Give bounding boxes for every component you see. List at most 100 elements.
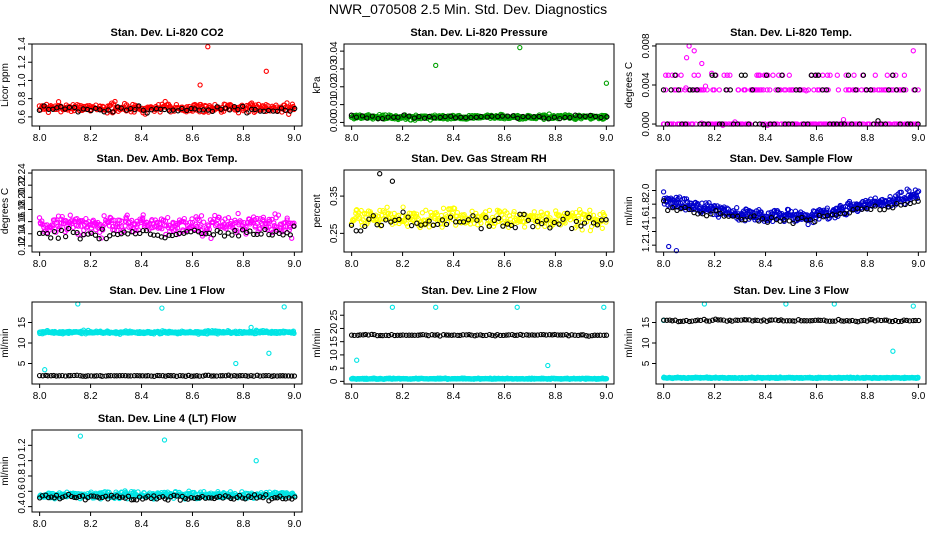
x-tick-label: 8.6 (498, 133, 512, 144)
data-point-reference (386, 332, 392, 339)
data-point-reference (601, 332, 607, 338)
data-point-reference (175, 108, 181, 114)
data-point-reference (348, 332, 355, 338)
data-point-reference (543, 217, 549, 223)
data-point-sample (603, 219, 609, 225)
data-point-sample (790, 87, 796, 93)
data-point-sample (253, 458, 259, 464)
data-point-reference (71, 494, 78, 501)
data-point-sample (673, 247, 680, 254)
data-point-reference (670, 204, 676, 211)
x-tick-label: 8.8 (860, 259, 874, 270)
data-point-reference (581, 220, 588, 226)
data-point-reference (182, 495, 189, 502)
data-point-sample (872, 195, 878, 201)
x-tick-label: 8.2 (84, 133, 98, 144)
data-point-reference (240, 103, 246, 110)
data-point-sample (235, 210, 241, 217)
data-point-reference (263, 372, 269, 379)
data-point-reference (162, 235, 168, 241)
data-point-reference (88, 107, 94, 114)
x-tick-label: 8.8 (236, 133, 250, 144)
x-tick-label: 8.2 (708, 259, 722, 270)
data-point-sample (683, 196, 690, 202)
data-point-reference (177, 372, 183, 379)
data-point-sample (155, 102, 162, 108)
data-point-sample (135, 221, 141, 227)
data-point-reference (348, 222, 355, 228)
data-point-sample (827, 72, 833, 78)
data-point-sample (165, 214, 171, 221)
data-point-reference (188, 105, 194, 112)
data-point-reference (738, 317, 744, 323)
data-point-sample (699, 60, 705, 67)
data-point-sample (888, 87, 894, 93)
data-point-sample (561, 219, 567, 225)
data-point-reference (414, 220, 420, 226)
data-point-reference (411, 115, 418, 121)
data-point-reference (137, 230, 143, 237)
data-point-sample (884, 72, 890, 78)
data-point-sample (721, 204, 727, 210)
y-axis-label: Licor ppm (0, 63, 11, 107)
data-point-reference (48, 235, 54, 241)
data-point-reference (128, 373, 134, 379)
data-point-reference (162, 373, 169, 379)
x-tick-label: 8.6 (186, 519, 200, 530)
data-point-reference (829, 318, 836, 324)
data-point-reference (878, 317, 884, 324)
data-point-reference (586, 333, 592, 339)
data-point-reference (868, 87, 874, 93)
y-tick-label: 1.4 (641, 224, 652, 238)
figure-title: NWR_070508 2.5 Min. Std. Dev. Diagnostic… (328, 1, 608, 17)
data-point-reference (223, 373, 229, 379)
data-point-sample (869, 87, 876, 93)
data-point-reference (429, 332, 435, 338)
data-point-reference (912, 87, 918, 93)
data-point-sample (734, 205, 740, 211)
data-point-reference (556, 221, 562, 227)
data-point-reference (473, 114, 479, 120)
y-tick-label: 0.14 (17, 224, 28, 244)
data-point-sample (454, 209, 461, 216)
y-tick-label: 15 (329, 336, 340, 348)
data-point-reference (378, 222, 385, 229)
data-point-sample (42, 367, 48, 373)
data-point-sample (173, 101, 180, 108)
data-point-sample (290, 328, 297, 334)
data-point-reference (751, 213, 757, 219)
x-tick-label: 8.6 (186, 391, 200, 402)
data-point-sample (109, 217, 115, 223)
data-point-reference (377, 332, 383, 339)
data-point-reference (397, 332, 403, 338)
data-point-reference (222, 105, 229, 111)
data-point-reference (245, 373, 251, 379)
data-point-sample (805, 87, 812, 93)
data-point-reference (505, 113, 511, 119)
data-point-reference (709, 72, 715, 78)
plot-frame (31, 43, 303, 127)
data-point-reference (824, 213, 830, 219)
data-point-reference (886, 318, 893, 324)
data-point-reference (889, 318, 896, 325)
data-point-reference (858, 318, 864, 324)
data-point-reference (99, 226, 105, 232)
data-point-reference (260, 494, 266, 501)
data-point-sample (742, 87, 748, 93)
data-point-reference (194, 495, 201, 501)
data-point-reference (708, 211, 714, 217)
data-point-reference (59, 372, 65, 379)
data-point-reference (713, 207, 719, 214)
data-point-sample (910, 48, 916, 54)
data-point-sample (906, 188, 912, 194)
data-point-reference (156, 494, 163, 500)
y-axis-label: percent (312, 194, 323, 228)
data-point-sample (197, 82, 203, 88)
data-point-reference (364, 115, 370, 121)
data-point-sample (163, 231, 169, 238)
x-tick-label: 8.6 (186, 133, 200, 144)
data-point-reference (229, 232, 235, 238)
chart-title: Stan. Dev. Line 2 Flow (421, 285, 537, 297)
plot-frame (31, 169, 303, 253)
data-point-reference (440, 332, 447, 338)
